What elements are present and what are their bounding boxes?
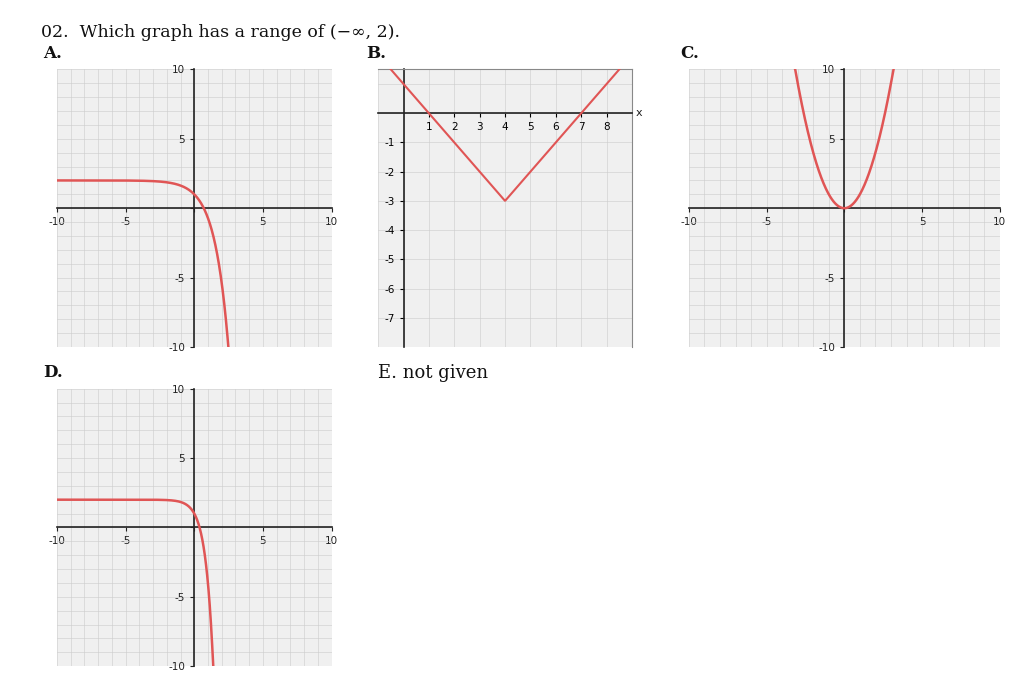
Text: A.: A.: [44, 45, 62, 62]
Text: D.: D.: [44, 364, 63, 381]
Text: B.: B.: [366, 45, 385, 62]
Text: x: x: [636, 108, 642, 118]
Text: E. not given: E. not given: [378, 364, 488, 382]
Text: C.: C.: [681, 45, 699, 62]
Text: 02.  Which graph has a range of (−∞, 2).: 02. Which graph has a range of (−∞, 2).: [41, 24, 401, 41]
